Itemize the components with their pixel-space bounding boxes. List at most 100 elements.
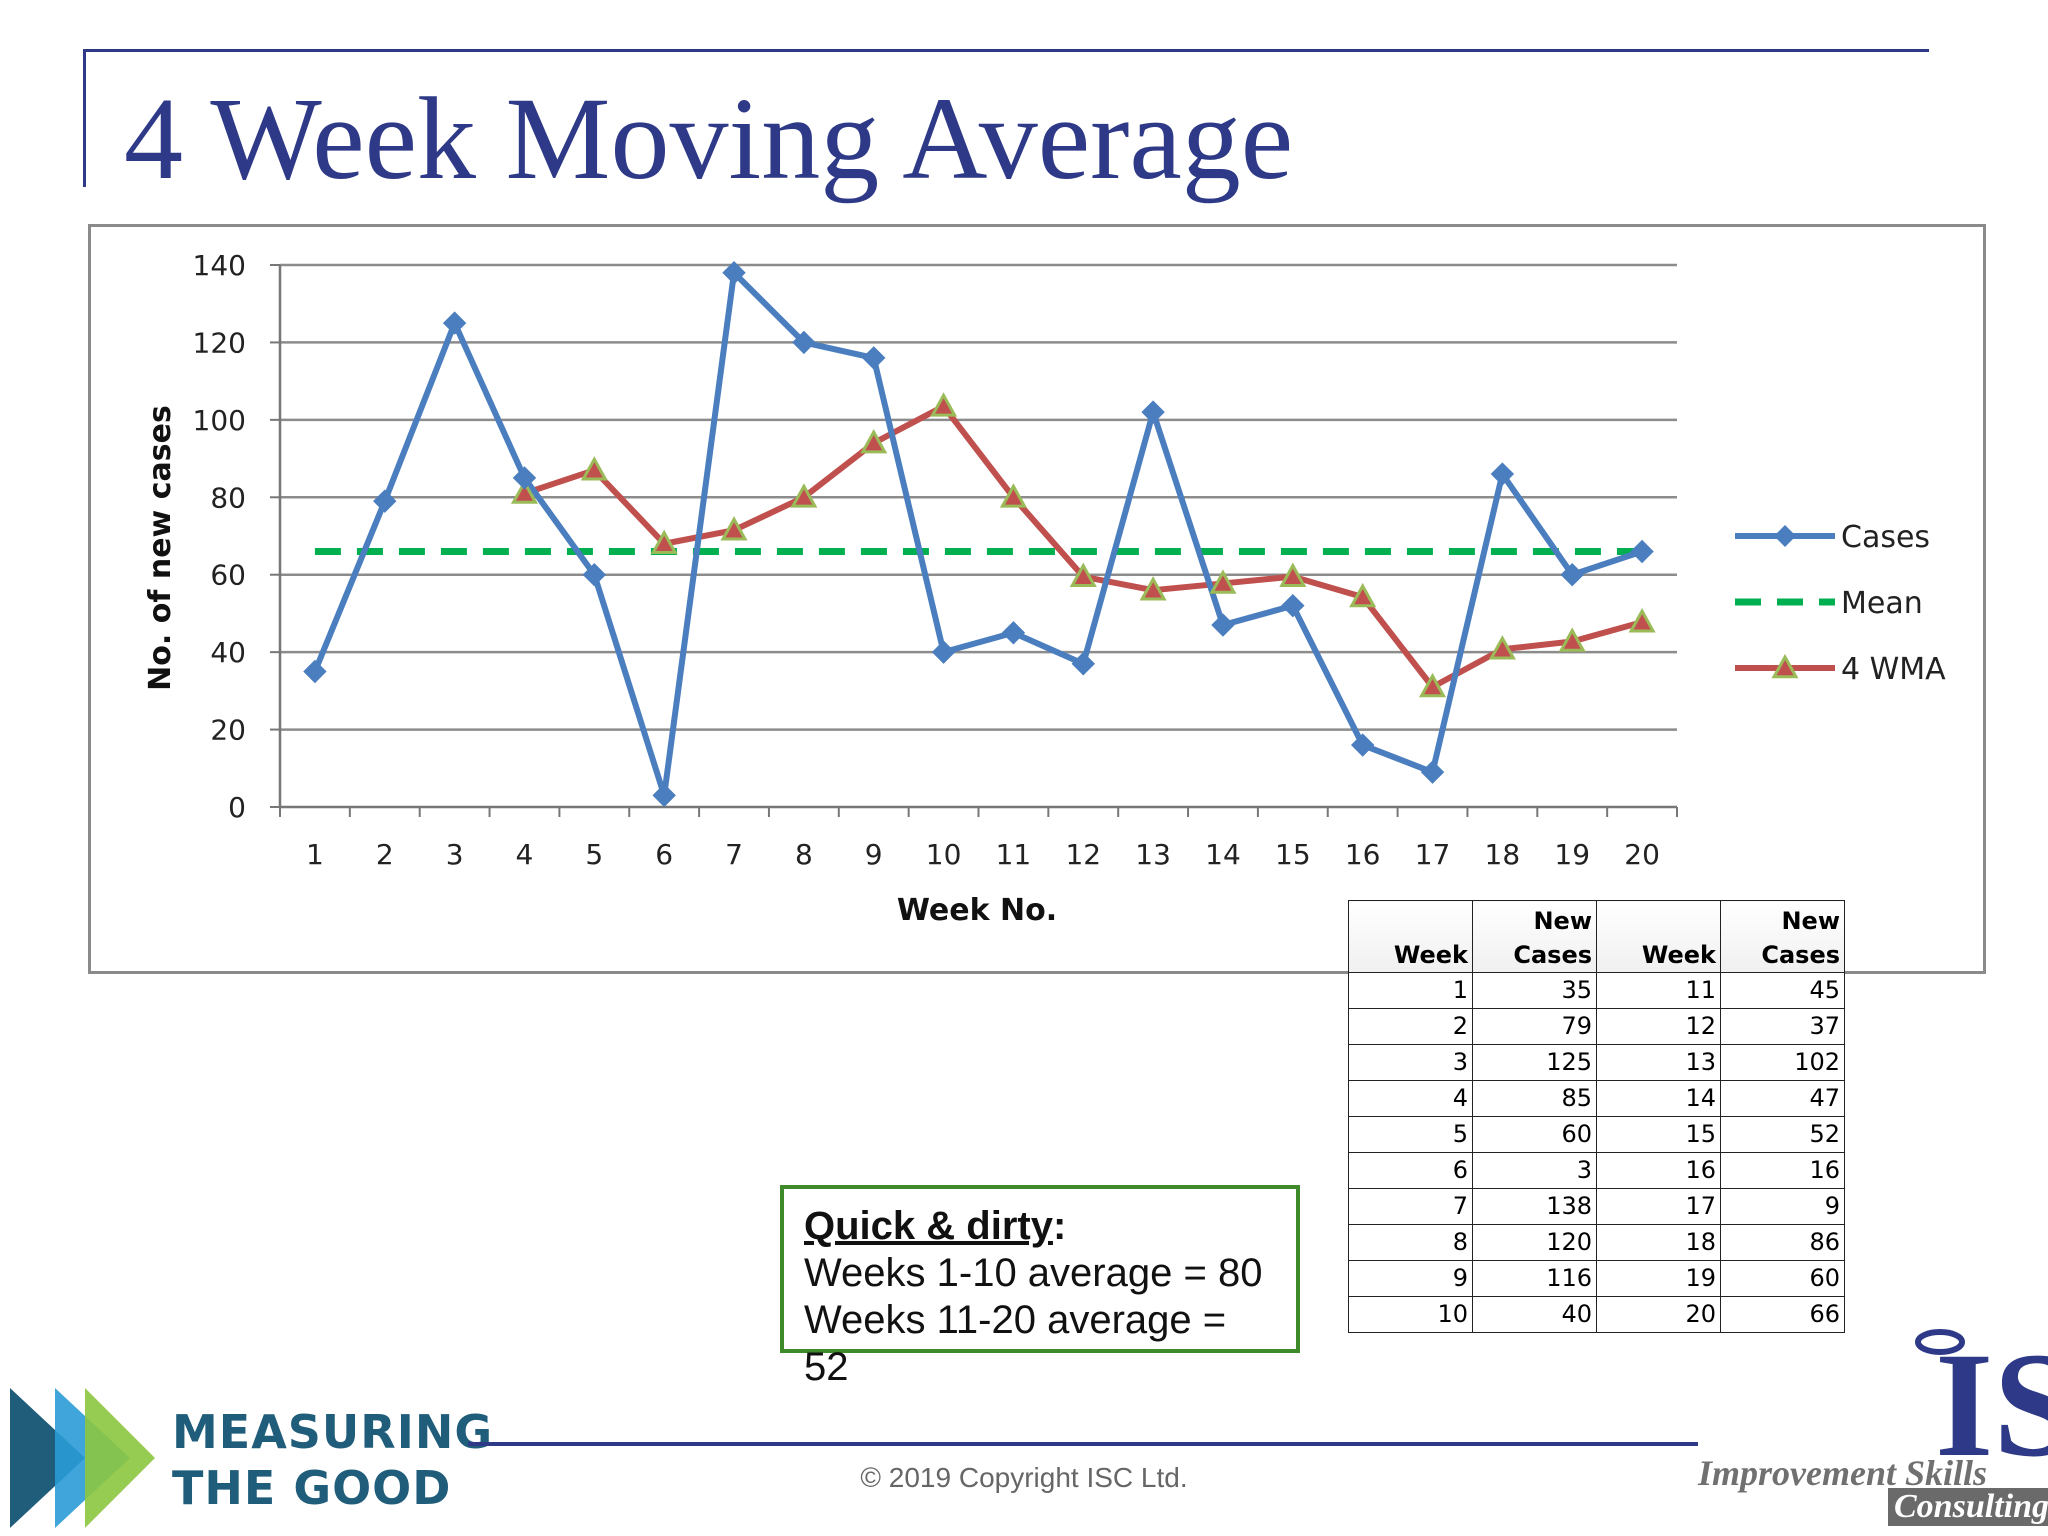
table-cell: 20 xyxy=(1596,1296,1721,1333)
table-row: 10 40 20 66 xyxy=(1348,1296,1845,1333)
table-cell: 125 xyxy=(1472,1044,1597,1081)
data-point-cases xyxy=(512,466,537,490)
data-point-4wma xyxy=(790,483,818,508)
data-point-cases xyxy=(1490,462,1515,486)
data-point-4wma xyxy=(860,428,888,454)
title-rule xyxy=(83,49,1929,52)
data-point-cases xyxy=(1281,593,1305,618)
data-point-cases xyxy=(303,659,327,684)
x-tick-label: 13 xyxy=(1135,838,1171,871)
table-cell: 102 xyxy=(1720,1044,1845,1081)
data-point-4wma xyxy=(650,529,678,555)
note-heading: Quick & dirty xyxy=(804,1204,1053,1248)
footer-rule xyxy=(468,1442,1698,1446)
data-point-cases xyxy=(1141,400,1165,424)
table-cell: 11 xyxy=(1596,972,1721,1009)
table-row: 9 116 19 60 xyxy=(1348,1260,1845,1297)
table-cell: 18 xyxy=(1596,1224,1721,1261)
y-tick-labels: 0 20 40 60 80 100 120 140 xyxy=(193,249,246,824)
x-tick-label: 7 xyxy=(725,838,743,871)
series-line-cases xyxy=(312,269,1644,799)
table-row: 4 85 14 47 xyxy=(1348,1080,1845,1117)
table-cell: 19 xyxy=(1596,1260,1721,1297)
data-point-cases xyxy=(792,330,816,355)
measuring-the-good-logo xyxy=(10,1388,155,1528)
data-point-4wma xyxy=(510,479,539,504)
x-tick-label: 6 xyxy=(655,838,673,871)
table-cell: 6 xyxy=(1348,1152,1473,1189)
table-cell: 17 xyxy=(1596,1188,1721,1225)
table-cell: 60 xyxy=(1720,1260,1845,1297)
table-cell: 45 xyxy=(1720,972,1845,1009)
table-cell: 86 xyxy=(1720,1224,1845,1261)
x-tick-label: 9 xyxy=(865,838,883,871)
y-tick-label: 20 xyxy=(210,714,246,747)
table-cell: 16 xyxy=(1720,1152,1845,1189)
table-row: 7 138 17 9 xyxy=(1348,1188,1845,1225)
isc-logo: IS xyxy=(1915,1322,2048,1488)
data-point-4wma xyxy=(1139,576,1167,601)
legend-marker xyxy=(1771,653,1799,679)
x-tick-label: 2 xyxy=(376,838,394,871)
table-header-cell: New Cases xyxy=(1720,900,1845,973)
x-tick-label: 20 xyxy=(1624,838,1660,871)
x-tick-label: 11 xyxy=(996,838,1032,871)
x-tick-label: 15 xyxy=(1275,838,1311,871)
x-tick-label: 19 xyxy=(1554,838,1590,871)
data-point-cases xyxy=(1071,652,1095,676)
table-header-cell: Week xyxy=(1348,900,1473,973)
data-point-cases xyxy=(722,261,746,285)
data-point-cases xyxy=(1350,733,1375,757)
data-point-cases xyxy=(862,346,886,370)
series-line-4-wma xyxy=(523,403,1643,690)
data-point-cases xyxy=(442,311,467,335)
data-table: Week New Cases Week New Cases 1 35 11 45 2 79 12 37 3… xyxy=(1348,900,1845,1333)
table-row: 2 79 12 37 xyxy=(1348,1008,1845,1045)
legend-marker xyxy=(1774,525,1796,547)
table-cell: 3 xyxy=(1472,1152,1597,1189)
series-lines xyxy=(312,269,1644,799)
legend-label: Cases xyxy=(1841,520,1930,555)
x-tick-label: 8 xyxy=(795,838,813,871)
table-row: 1 35 11 45 xyxy=(1348,972,1845,1009)
table-cell: 13 xyxy=(1596,1044,1721,1081)
table-cell: 79 xyxy=(1472,1008,1597,1045)
data-point-4wma xyxy=(580,456,608,481)
x-tick-label: 12 xyxy=(1065,838,1101,871)
table-body: 1 35 11 45 2 79 12 37 3 125 13 102 4 85 14 47 5 60 15 52 6 3 1… xyxy=(1348,972,1845,1333)
table-cell: 9 xyxy=(1348,1260,1473,1297)
logo-line-1: MEASURING xyxy=(172,1405,494,1459)
y-tick-label: 40 xyxy=(210,636,246,669)
data-point-4wma xyxy=(1349,582,1377,608)
table-cell: 10 xyxy=(1348,1296,1473,1333)
table-row: 3 125 13 102 xyxy=(1348,1044,1845,1081)
logo-line-2: THE GOOD xyxy=(172,1461,452,1515)
series-markers xyxy=(303,261,1656,808)
legend-label: Mean xyxy=(1841,586,1923,621)
table-cell: 138 xyxy=(1472,1188,1597,1225)
table-cell: 16 xyxy=(1596,1152,1721,1189)
isc-name-2: Consulting xyxy=(1888,1488,2048,1526)
table-cell: 4 xyxy=(1348,1080,1473,1117)
y-tick-label: 100 xyxy=(193,404,246,437)
x-tick-label: 5 xyxy=(585,838,603,871)
table-cell: 116 xyxy=(1472,1260,1597,1297)
table-cell: 47 xyxy=(1720,1080,1845,1117)
table-cell: 7 xyxy=(1348,1188,1473,1225)
table-cell: 40 xyxy=(1472,1296,1597,1333)
note-line-1: Weeks 1-10 average = 80 xyxy=(804,1251,1263,1295)
table-cell: 2 xyxy=(1348,1008,1473,1045)
y-tick-label: 120 xyxy=(193,326,246,359)
measuring-the-good-text: MEASURING THE GOOD xyxy=(172,1404,493,1516)
table-cell: 120 xyxy=(1472,1224,1597,1261)
data-point-4wma xyxy=(1488,635,1516,660)
table-header-cell: New Cases xyxy=(1472,900,1597,973)
data-point-4wma xyxy=(1558,627,1586,652)
x-tick-label: 1 xyxy=(306,838,324,871)
data-point-cases xyxy=(1211,613,1235,637)
note-colon: : xyxy=(1052,1204,1067,1248)
data-point-4wma xyxy=(1209,569,1237,594)
y-axis-title: No. of new cases xyxy=(143,405,178,691)
table-row: 6 3 16 16 xyxy=(1348,1152,1845,1189)
